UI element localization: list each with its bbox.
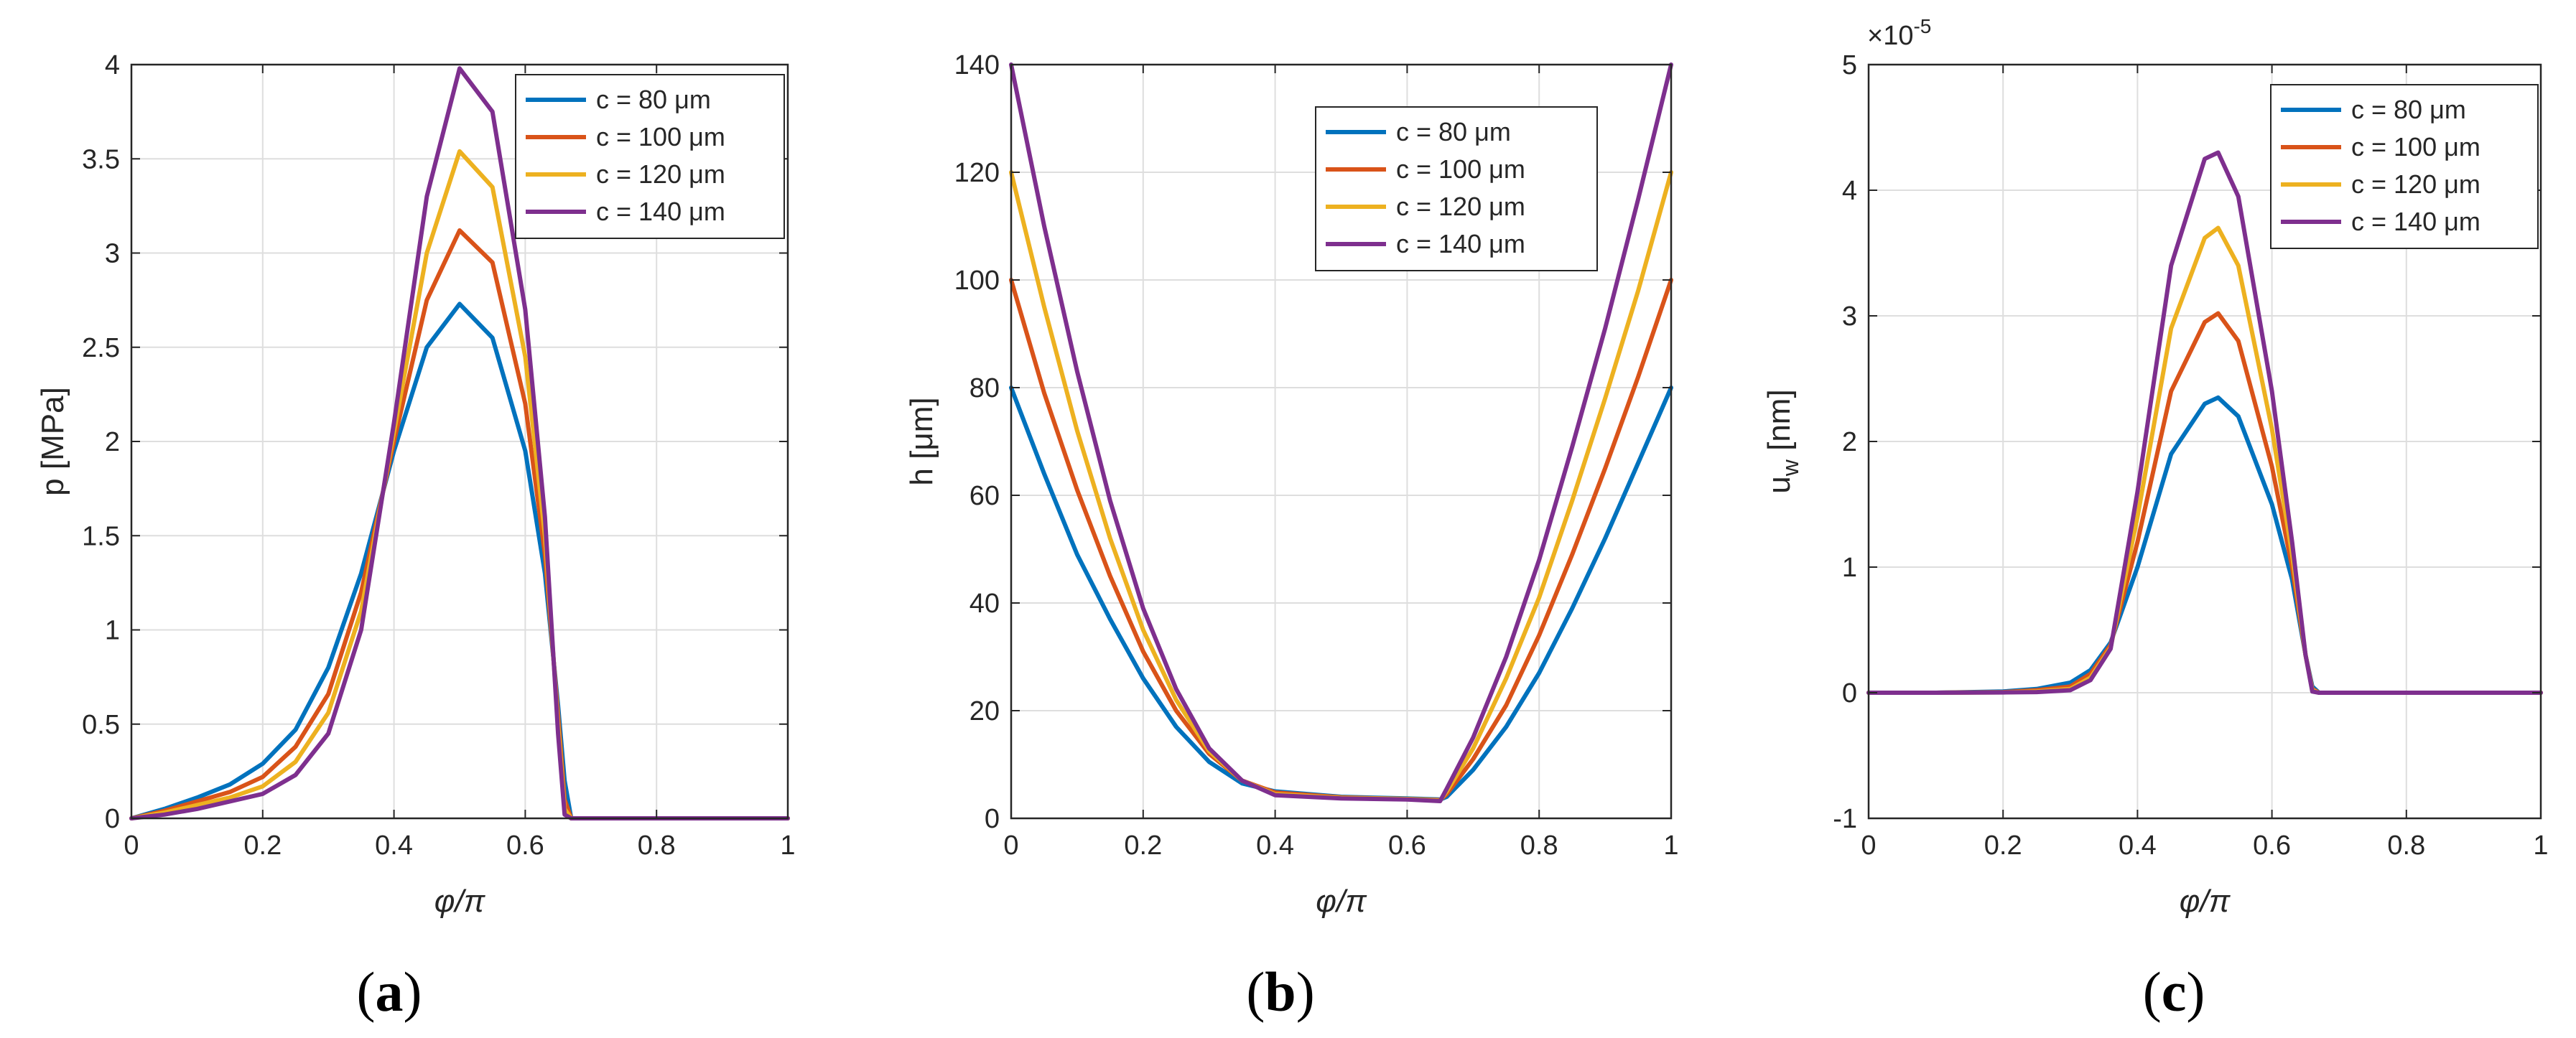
panel-label-c: (c) [2143, 960, 2205, 1023]
y-tick-label: 1.5 [82, 521, 120, 551]
y-tick-label: 5 [1842, 50, 1857, 80]
y-tick-label: 0 [985, 804, 1000, 834]
x-tick-label: 1 [2533, 831, 2548, 861]
panel-label-a: (a) [357, 960, 422, 1023]
x-tick-label: 0.6 [506, 831, 544, 861]
legend: c = 80 μm c = 100 μm c = 120 μm c = 140 μm [515, 74, 785, 239]
x-axis-label: φ/π [434, 884, 486, 919]
y-tick-label: -1 [1833, 804, 1857, 834]
y-axis-label-sub: w [1777, 459, 1803, 477]
x-tick-label: 0.4 [375, 831, 413, 861]
y-tick-label: 2 [105, 427, 120, 457]
y-tick-label: 40 [970, 589, 1000, 619]
chart-panel-a: 0 0.2 0.4 0.6 0.8 1 0 0.5 1 1.5 2 2.5 3 3.5 4 φ/π p [MPa… [35, 50, 796, 919]
panel-label-b: (b) [1246, 960, 1314, 1023]
chart-panel-b: 0 0.2 0.4 0.6 0.8 1 0 20 40 60 80 100 120 140 φ/π h [μm… [904, 50, 1679, 919]
x-tick-label: 0.8 [2387, 831, 2425, 861]
x-tick-label: 0.2 [1124, 831, 1162, 861]
y-axis-exponent-power: -5 [1913, 15, 1931, 37]
y-tick-label: 3 [105, 239, 120, 269]
legend-entry-3: c = 120 μm [2351, 169, 2480, 199]
x-tick-label: 1 [1663, 831, 1678, 861]
legend-entry-4: c = 140 μm [1396, 229, 1525, 258]
legend-entry-2: c = 100 μm [2351, 132, 2480, 162]
legend-entry-1: c = 80 μm [2351, 95, 2466, 124]
x-tick-label: 0.8 [1520, 831, 1558, 861]
y-tick-label: 80 [970, 373, 1000, 403]
y-tick-label: 3.5 [82, 144, 120, 174]
series-line-4 [1866, 150, 2543, 695]
y-tick-label: 100 [954, 266, 1000, 296]
legend-entry-1: c = 80 μm [596, 85, 711, 114]
y-axis-exponent-label: ×10-5 [1867, 15, 1931, 51]
y-tick-label: 0 [1842, 678, 1857, 709]
panel-labels: (a) (b) (c) [357, 960, 2205, 1023]
y-tick-label: 0 [105, 804, 120, 834]
x-tick-label: 1 [780, 831, 795, 861]
legend: c = 80 μm c = 100 μm c = 120 μm c = 140 μm [2270, 84, 2539, 249]
legend-entry-2: c = 100 μm [1396, 154, 1525, 184]
x-tick-label: 0.2 [243, 831, 282, 861]
y-tick-label: 2.5 [82, 333, 120, 363]
y-axis-label: uw [nm] [1762, 389, 1803, 493]
y-tick-label: 60 [970, 481, 1000, 511]
legend-entry-3: c = 120 μm [1396, 192, 1525, 221]
legend-entry-3: c = 120 μm [596, 159, 725, 189]
y-tick-label: 4 [105, 50, 120, 80]
y-tick-label: 1 [105, 616, 120, 646]
legend-entry-4: c = 140 μm [2351, 207, 2480, 236]
y-tick-label: 120 [954, 158, 1000, 188]
axes-box [1010, 63, 1673, 820]
y-axis-exponent-base: ×10 [1867, 21, 1913, 51]
x-axis-label: φ/π [1316, 884, 1367, 919]
x-tick-label: 0 [124, 831, 139, 861]
x-tick-label: 0.4 [1256, 831, 1294, 861]
legend-entry-1: c = 80 μm [1396, 117, 1511, 146]
y-tick-label: 140 [954, 50, 1000, 80]
x-tick-label: 0.6 [1388, 831, 1426, 861]
y-axis-label-unit: [nm] [1762, 389, 1797, 459]
y-axis-label: p [MPa] [35, 387, 70, 496]
legend-entry-2: c = 100 μm [596, 122, 725, 151]
y-tick-label: 1 [1842, 553, 1857, 583]
legend-entry-4: c = 140 μm [596, 197, 725, 226]
legend: c = 80 μm c = 100 μm c = 120 μm c = 140 μm [1315, 106, 1598, 271]
series-line-4 [1009, 62, 1673, 803]
x-tick-label: 0.2 [1984, 831, 2022, 861]
x-tick-label: 0.8 [638, 831, 676, 861]
y-tick-label: 2 [1842, 427, 1857, 457]
x-tick-label: 0 [1861, 831, 1876, 861]
y-tick-label: 4 [1842, 176, 1857, 206]
y-axis-label-main: u [1762, 476, 1797, 493]
y-tick-label: 20 [970, 696, 1000, 726]
y-tick-label: 3 [1842, 301, 1857, 332]
y-axis-label: h [μm] [904, 397, 939, 485]
x-axis-label: φ/π [2180, 884, 2231, 919]
x-tick-label: 0.4 [2119, 831, 2157, 861]
x-tick-label: 0 [1003, 831, 1018, 861]
y-tick-label: 0.5 [82, 710, 120, 740]
x-tick-label: 0.6 [2253, 831, 2291, 861]
